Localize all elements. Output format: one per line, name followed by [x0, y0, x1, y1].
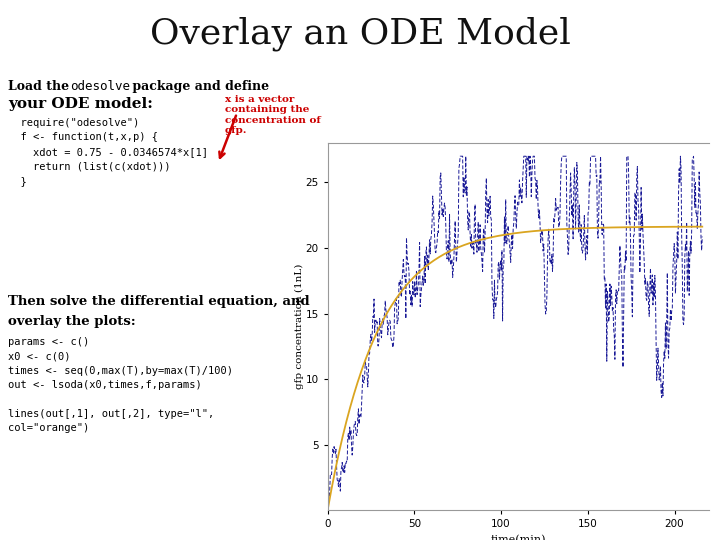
Text: your ODE model:: your ODE model:	[8, 97, 153, 111]
X-axis label: time(min): time(min)	[490, 535, 546, 540]
Text: params <- c()
x0 <- c(0)
times <- seq(0,max(T),by=max(T)/100)
out <- lsoda(x0,ti: params <- c() x0 <- c(0) times <- seq(0,…	[8, 337, 233, 434]
Text: odesolve: odesolve	[70, 80, 130, 93]
Y-axis label: gfp concentration (1nL): gfp concentration (1nL)	[294, 264, 304, 389]
Text: Load the: Load the	[8, 80, 73, 93]
Text: Then solve the differential equation, and: Then solve the differential equation, an…	[8, 295, 310, 308]
Text: require("odesolve")
  f <- function(t,x,p) {
    xdot = 0.75 - 0.0346574*x[1]
  : require("odesolve") f <- function(t,x,p)…	[8, 118, 208, 186]
Text: Overlay an ODE Model: Overlay an ODE Model	[150, 16, 570, 51]
Text: overlay the plots:: overlay the plots:	[8, 315, 136, 328]
Text: package and define: package and define	[128, 80, 269, 93]
Text: x is a vector
containing the
concentration of
gfp.: x is a vector containing the concentrati…	[225, 95, 320, 135]
